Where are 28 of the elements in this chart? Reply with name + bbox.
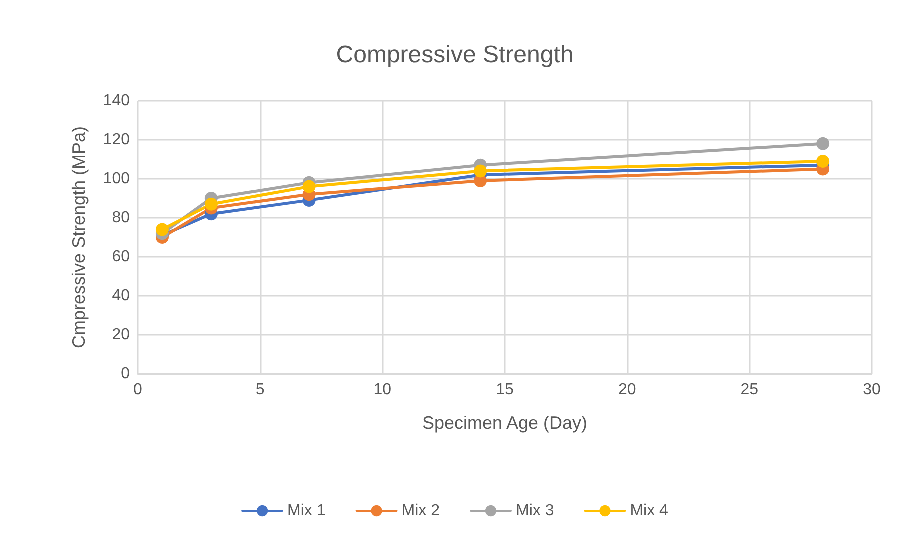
y-tick-label: 0: [121, 366, 130, 382]
x-axis-title: Specimen Age (Day): [422, 413, 588, 433]
y-tick-label: 100: [103, 170, 130, 188]
x-tick-label: 25: [740, 382, 759, 398]
y-tick-label: 120: [103, 132, 130, 148]
x-tick-label: 5: [256, 382, 265, 398]
point: [156, 223, 169, 236]
chart-title: Compressive Strength: [336, 42, 574, 68]
legend-label: Mix 4: [630, 502, 669, 520]
point: [474, 164, 488, 178]
y-tick-label: 80: [112, 210, 130, 226]
point: [816, 137, 830, 150]
x-tick-label: 20: [618, 382, 636, 398]
y-tick-label: 60: [112, 248, 130, 266]
y-axis-title: Cmpressive Strength (MPa): [69, 126, 89, 349]
y-tick-label: 20: [112, 326, 130, 344]
x-tick-label: 0: [134, 382, 143, 398]
x-tick-label: 30: [863, 382, 881, 398]
y-tick-label: 40: [112, 288, 130, 304]
x-tick-label: 10: [374, 382, 392, 398]
point: [302, 180, 316, 194]
legend-label: Mix 3: [516, 502, 554, 520]
point: [816, 154, 830, 168]
x-tick-label: 15: [496, 382, 514, 398]
legend-label: Mix 2: [402, 502, 440, 520]
point: [204, 198, 218, 211]
y-tick-label: 140: [103, 92, 130, 110]
legend-label: Mix 1: [288, 502, 326, 520]
